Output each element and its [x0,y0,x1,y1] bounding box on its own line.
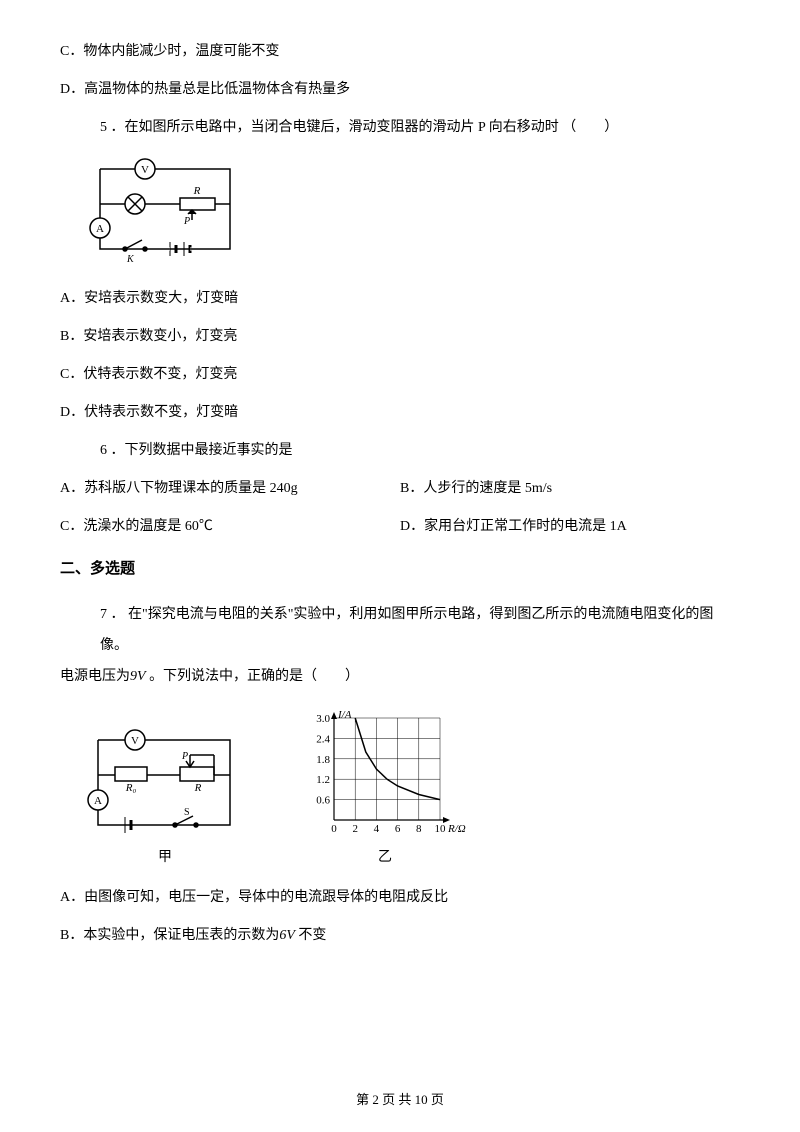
svg-text:K: K [126,254,135,264]
svg-text:A: A [96,223,104,235]
svg-text:R: R [193,185,201,197]
svg-text:P: P [181,751,188,762]
page-footer: 第 2 页 共 10 页 [0,1089,800,1108]
svg-text:2: 2 [352,823,358,835]
q7-option-b: B．本实验中，保证电压表的示数为6V 不变 [60,924,740,944]
q4-option-c: C．物体内能减少时，温度可能不变 [60,40,740,60]
svg-text:0: 0 [331,823,337,835]
q7-stem-prefix: 电源电压为 [60,669,130,684]
q5-stem: 5 ．在如图所示电路中，当闭合电键后，滑动变阻器的滑动片 P 向右移动时 （ ） [100,116,740,136]
svg-text:R/Ω: R/Ω [447,823,466,835]
q4-option-d: D．高温物体的热量总是比低温物体含有热量多 [60,78,740,98]
svg-text:P: P [183,216,190,227]
svg-text:0.6: 0.6 [316,795,330,807]
q7-circuit-diagram: V R₀ R P A [80,725,250,866]
section-2-title: 二、多选题 [60,557,740,578]
q5-option-c: C．伏特表示数不变，灯变亮 [60,363,740,383]
svg-text:10: 10 [435,823,447,835]
q7-stem-line1: 7 ． 在"探究电流与电阻的关系"实验中，利用如图甲所示电路，得到图乙所示的电流… [100,607,713,653]
svg-text:R: R [194,782,202,794]
q7-circuit-caption: 甲 [158,846,172,866]
q7-chart-caption: 乙 [378,846,392,866]
q6-option-b: B．人步行的速度是 5m/s [400,477,740,497]
q5-circuit-diagram: V R P A K [80,154,740,269]
svg-text:4: 4 [374,823,380,835]
svg-text:2.4: 2.4 [316,734,330,746]
svg-text:6: 6 [395,823,401,835]
svg-text:3.0: 3.0 [316,713,330,725]
svg-text:R₀: R₀ [125,782,137,794]
svg-text:8: 8 [416,823,422,835]
q7-option-a: A．由图像可知，电压一定，导体中的电流跟导体的电阻成反比 [60,886,740,906]
q7-stem: 7 ． 在"探究电流与电阻的关系"实验中，利用如图甲所示电路，得到图乙所示的电流… [100,600,740,692]
q7-chart: 0 2 4 6 8 10 0.6 1.2 1.8 2.4 3.0 I/A R/Ω 乙 [300,710,470,866]
q7-stem-suffix: 。下列说法中，正确的是（ ） [146,669,360,684]
q6-option-d: D．家用台灯正常工作时的电流是 1A [400,515,740,535]
q7-voltage: 9V [130,669,146,684]
svg-text:I/A: I/A [337,710,352,721]
svg-text:1.8: 1.8 [316,754,330,766]
svg-text:V: V [131,735,139,747]
svg-text:S: S [184,807,190,818]
q5-option-a: A．安培表示数变大，灯变暗 [60,287,740,307]
svg-text:1.2: 1.2 [316,775,330,787]
q6-option-c: C．洗澡水的温度是 60℃ [60,515,400,535]
q6-option-a: A．苏科版八下物理课本的质量是 240g [60,477,400,497]
svg-text:A: A [94,795,102,807]
q5-option-d: D．伏特表示数不变，灯变暗 [60,401,740,421]
q5-option-b: B．安培表示数变小，灯变亮 [60,325,740,345]
svg-text:V: V [141,164,149,176]
q6-stem: 6 ．下列数据中最接近事实的是 [100,439,740,459]
